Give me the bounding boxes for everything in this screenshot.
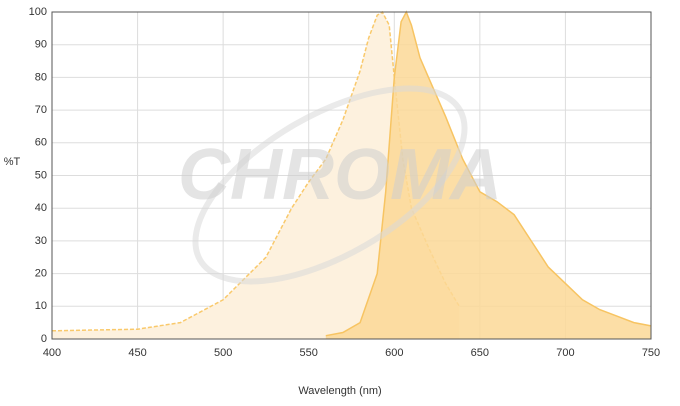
- y-tick-label: 60: [35, 137, 47, 149]
- x-tick-label: 400: [43, 347, 61, 359]
- watermark-swoosh: [192, 85, 468, 285]
- y-tick-label: 90: [35, 39, 47, 51]
- y-tick-label: 20: [35, 268, 47, 280]
- x-tick-label: 600: [385, 347, 403, 359]
- y-tick-label: 0: [41, 333, 47, 345]
- y-tick-label: 10: [35, 300, 47, 312]
- y-tick-label: 80: [35, 71, 47, 83]
- spectrum-line: [325, 10, 652, 337]
- y-tick-label: 70: [35, 104, 47, 116]
- area-fill: [325, 12, 651, 339]
- x-tick-label: 650: [471, 347, 489, 359]
- y-tick-label: 30: [35, 235, 47, 247]
- x-axis-label: Wavelength (nm): [298, 385, 381, 397]
- watermark: CHROMA: [178, 135, 502, 215]
- x-tick-label: 700: [556, 347, 574, 359]
- axis-layer: 0 10 20 30 40 50 60 70 80 90 100 400 450 500 550 600 650…: [29, 6, 661, 359]
- y-axis-label: %T: [4, 156, 21, 168]
- y-tick-label: 50: [35, 169, 47, 181]
- y-tick-label: 100: [29, 6, 47, 18]
- x-tick-label: 450: [128, 347, 146, 359]
- x-tick-label: 550: [300, 347, 318, 359]
- x-tick-label: 500: [214, 347, 232, 359]
- plot-frame: [51, 11, 652, 340]
- x-tick-label: 750: [642, 347, 660, 359]
- y-tick-label: 40: [35, 202, 47, 214]
